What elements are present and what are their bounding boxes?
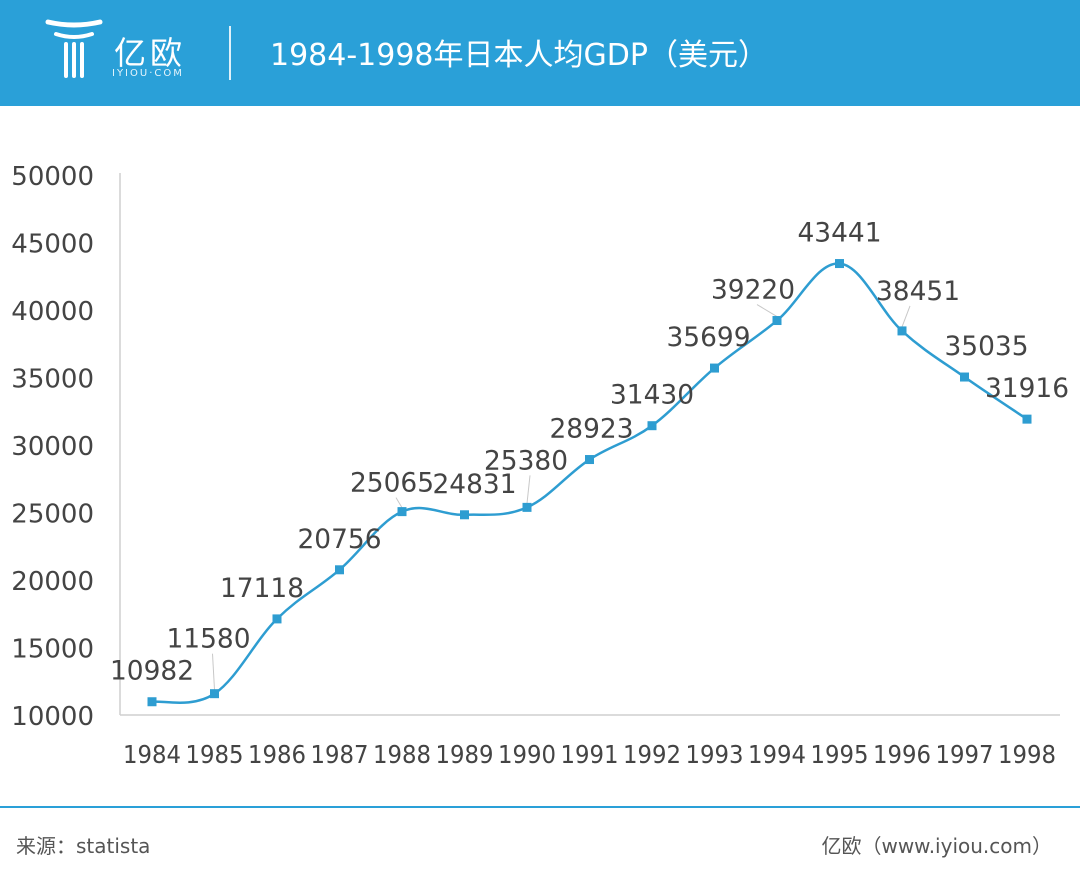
header-bar: 亿欧 IYIOU·COM 1984-1998年日本人均GDP（美元） xyxy=(0,0,1080,106)
logo-subtext: IYIOU·COM xyxy=(112,68,184,79)
x-tick-label-1993: 1993 xyxy=(686,740,744,769)
data-label-1996: 38451 xyxy=(876,276,960,307)
data-label-1989: 24831 xyxy=(433,469,517,500)
leader-1988 xyxy=(395,497,403,508)
y-tick-label-25000: 25000 xyxy=(11,500,94,530)
data-point-1995 xyxy=(835,259,844,269)
x-tick-label-1992: 1992 xyxy=(623,740,681,769)
data-point-1986 xyxy=(272,614,282,624)
source-note: 来源：statista xyxy=(16,834,151,858)
data-label-1993: 35699 xyxy=(667,322,751,353)
data-point-1992 xyxy=(647,421,657,431)
y-tick-label-50000: 50000 xyxy=(11,162,94,192)
leader-1994 xyxy=(756,304,778,317)
site-credit: 亿欧（www.iyiou.com） xyxy=(821,834,1052,858)
x-tick-label-1991: 1991 xyxy=(561,740,619,769)
y-tick-label-30000: 30000 xyxy=(11,432,94,462)
x-tick-label-1995: 1995 xyxy=(811,740,869,769)
x-axis-labels: 1984 1985 1986 1987 1988 1989 1990 1991 1992 1993… xyxy=(123,740,1056,769)
x-tick-label-1984: 1984 xyxy=(123,740,181,769)
x-tick-label-1994: 1994 xyxy=(748,740,806,769)
x-tick-label-1989: 1989 xyxy=(436,740,494,769)
leader-1985 xyxy=(212,653,215,690)
y-tick-label-10000: 10000 xyxy=(11,702,94,732)
data-label-1984: 10982 xyxy=(110,656,194,687)
data-label-1986: 17118 xyxy=(220,573,304,604)
data-label-1997: 35035 xyxy=(945,331,1029,362)
data-label-1988: 25065 xyxy=(350,468,434,499)
axes xyxy=(119,173,1060,716)
data-point-1989 xyxy=(460,510,469,520)
data-point-1997 xyxy=(960,372,969,382)
y-tick-label-35000: 35000 xyxy=(11,365,94,395)
data-label-1990: 25380 xyxy=(484,445,568,476)
series-line xyxy=(151,262,1028,704)
x-tick-label-1996: 1996 xyxy=(873,740,931,769)
data-label-1985: 11580 xyxy=(167,624,251,655)
data-label-1992: 31430 xyxy=(610,380,694,411)
logo-mark-icon xyxy=(45,19,103,78)
data-point-1987 xyxy=(335,565,344,575)
data-points xyxy=(147,259,1032,707)
x-tick-label-1998: 1998 xyxy=(998,740,1056,769)
page-title: 1984-1998年日本人均GDP（美元） xyxy=(270,38,768,73)
y-tick-label-40000: 40000 xyxy=(11,297,94,327)
data-point-1991 xyxy=(585,455,594,465)
data-point-1993 xyxy=(710,363,719,373)
line-chart: 10000 15000 20000 25000 30000 35000 40000 45000… xyxy=(11,162,1069,769)
x-tick-label-1986: 1986 xyxy=(248,740,306,769)
x-tick-label-1985: 1985 xyxy=(186,740,244,769)
data-label-1995: 43441 xyxy=(798,218,882,249)
footer-divider xyxy=(0,806,1080,808)
data-point-1994 xyxy=(772,316,782,326)
leader-1996 xyxy=(901,305,911,328)
data-label-1991: 28923 xyxy=(550,414,634,445)
x-tick-label-1997: 1997 xyxy=(936,740,994,769)
logo: 亿欧 IYIOU·COM xyxy=(44,18,214,84)
y-tick-label-45000: 45000 xyxy=(11,230,94,260)
data-label-1987: 20756 xyxy=(298,524,382,555)
data-label-1994: 39220 xyxy=(711,275,795,306)
data-point-1985 xyxy=(210,689,219,699)
data-point-1998 xyxy=(1022,414,1032,424)
data-point-1990 xyxy=(522,502,532,512)
x-tick-label-1990: 1990 xyxy=(498,740,556,769)
y-axis-labels: 10000 15000 20000 25000 30000 35000 40000 45000… xyxy=(11,162,94,732)
y-tick-label-20000: 20000 xyxy=(11,567,94,597)
leader-1990 xyxy=(526,475,531,504)
y-tick-label-15000: 15000 xyxy=(11,635,94,665)
data-point-1996 xyxy=(897,326,907,336)
header-divider xyxy=(229,26,231,80)
data-point-1988 xyxy=(397,507,407,517)
logo-text: 亿欧 xyxy=(114,34,187,72)
data-label-1998: 31916 xyxy=(985,373,1069,404)
x-tick-label-1988: 1988 xyxy=(373,740,431,769)
x-tick-label-1987: 1987 xyxy=(311,740,369,769)
label-leaders xyxy=(212,304,911,690)
data-point-1984 xyxy=(147,697,157,707)
